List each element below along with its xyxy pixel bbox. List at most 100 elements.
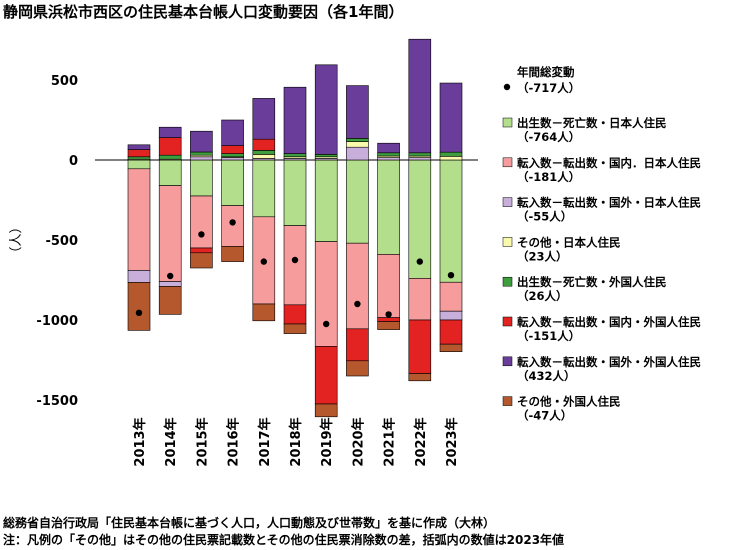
y-tick-label: -1000: [36, 314, 78, 329]
bar-segment-1-2017年: [252, 159, 276, 218]
y-tick-label: 0: [69, 154, 78, 169]
bar-segment-2-2013年: [127, 168, 151, 271]
total-marker-2013年: [135, 309, 143, 316]
x-tick-label: 2019年: [319, 417, 335, 466]
legend-swatch-1: [502, 117, 513, 128]
legend-label-4: その他・日本人住民: [517, 235, 621, 249]
bar-segment-6-2020年: [346, 328, 369, 362]
bar-segment-6-2019年: [314, 346, 338, 405]
bar-segment-8-2016年: [221, 246, 244, 262]
bar-segment-3-2023年: [439, 310, 463, 321]
bar-segment-2-2014年: [158, 185, 182, 282]
bar-segment-8-2023年: [439, 343, 463, 352]
bar-segment-4-2023年: [439, 156, 463, 161]
bar-segment-6-2015年: [190, 247, 213, 254]
legend-note-5: （26人）: [517, 289, 568, 303]
bar-segment-6-2022年: [408, 319, 432, 374]
bar-segment-4-2017年: [252, 154, 276, 159]
bar-segment-5-2023年: [439, 151, 463, 157]
x-tick-label: 2018年: [288, 417, 304, 466]
bar-segment-8-2019年: [314, 403, 338, 418]
legend-swatch-4: [502, 237, 513, 247]
legend-label-3: 転入数－転出数・国外・日本人住民: [517, 196, 701, 210]
x-tick-label: 2016年: [226, 417, 242, 466]
bar-segment-6-2014年: [158, 137, 182, 156]
x-tick-label: 2017年: [257, 417, 273, 466]
bar-segment-6-2016年: [221, 145, 244, 154]
bar-segment-7-2014年: [158, 126, 182, 138]
total-marker-2015年: [198, 231, 205, 238]
bar-segment-2-2022年: [408, 278, 432, 321]
legend-note-2: （-181人）: [517, 170, 580, 184]
bar-segment-3-2015年: [190, 156, 213, 161]
x-tick-label: 2020年: [350, 417, 366, 466]
bar-segment-1-2015年: [190, 159, 213, 197]
bar-segment-7-2021年: [377, 142, 400, 154]
x-tick-label: 2023年: [444, 417, 460, 466]
bar-segment-7-2016年: [221, 119, 244, 146]
bar-segment-5-2019年: [314, 154, 338, 158]
y-axis-ticks: -1500 -1000 -500 0 500: [36, 74, 78, 409]
bar-segment-7-2023年: [439, 82, 463, 153]
legend-note-8: （-47人）: [517, 409, 572, 423]
bar-segment-1-2014年: [158, 159, 182, 186]
bar-segment-6-2023年: [439, 319, 463, 345]
bar-segment-3-2014年: [158, 281, 182, 287]
y-tick-label: -1500: [36, 394, 78, 409]
bar-segment-6-2018年: [283, 304, 307, 325]
bar-segment-1-2016年: [221, 159, 244, 206]
bar-segment-7-2018年: [283, 86, 307, 154]
bar-segment-1-2019年: [314, 159, 338, 242]
bar-segment-8-2021年: [377, 321, 400, 330]
bar-segment-5-2018年: [283, 153, 307, 158]
legend-label-1: 出生数－死亡数・日本人住民: [517, 116, 667, 130]
bar-segment-1-2020年: [346, 159, 369, 244]
legend-note-6: （-151人）: [517, 329, 580, 343]
bar-segment-5-2016年: [221, 153, 244, 158]
y-tick-label: -500: [45, 234, 78, 249]
plot-area: [95, 38, 478, 418]
bar-segment-2-2018年: [283, 225, 307, 306]
legend-label-7: 転入数－転出数・国外・外国人住民: [517, 355, 701, 369]
bar-segment-5-2015年: [190, 151, 213, 156]
x-axis-ticks: 2013年 2014年 2015年 2016年 2017年 2018年 2019年 2020年…: [132, 417, 460, 466]
legend-swatch-8: [502, 396, 513, 406]
legend-marker-total: [503, 83, 511, 91]
bar-segment-6-2017年: [252, 138, 276, 151]
legend-note-3: （-55人）: [517, 210, 572, 224]
bar-segment-6-2021年: [377, 317, 400, 322]
legend-note-4: （23人）: [517, 249, 568, 263]
bar-segment-5-2022年: [408, 152, 432, 157]
legend-label-2: 転入数－転出数・国内．日本人住民: [517, 156, 701, 170]
bar-segment-5-2014年: [158, 154, 182, 160]
bar-segment-5-2021年: [377, 152, 400, 157]
y-tick-label: 500: [51, 74, 78, 89]
bar-segment-2-2020年: [346, 242, 369, 330]
total-marker-2020年: [354, 300, 361, 308]
bar-segment-3-2013年: [127, 270, 151, 283]
bar-segment-1-2018年: [283, 159, 307, 226]
bar-segment-6-2013年: [127, 149, 151, 158]
bar-segment-2-2019年: [314, 241, 338, 347]
x-tick-label: 2013年: [132, 417, 148, 466]
bar-segment-7-2019年: [314, 64, 338, 155]
bar-segment-8-2014年: [158, 286, 182, 315]
source-note: 総務省自治行政局「住民基本台帳に基づく人口，人口動態及び世帯数」を基に作成（大林…: [3, 515, 495, 530]
x-tick-label: 2021年: [382, 417, 398, 466]
chart-title: 静岡県浜松市西区の住民基本台帳人口変動要因（各1年間）: [3, 3, 403, 21]
x-tick-label: 2014年: [163, 417, 179, 466]
legend: 年間総変動 （-717人） 出生数－死亡数・日本人住民（-764人） 転入数－転出数・…: [502, 65, 701, 423]
total-marker-2017年: [260, 258, 267, 265]
bar-segment-8-2017年: [252, 303, 276, 322]
bar-segment-8-2013年: [127, 282, 151, 331]
total-marker-2019年: [323, 320, 330, 328]
legend-note-1: （-764人）: [517, 130, 580, 144]
bar-segment-7-2017年: [252, 98, 276, 140]
legend-swatch-2: [502, 157, 513, 168]
bar-segment-5-2020年: [346, 138, 369, 142]
bar-segment-2-2015年: [190, 195, 213, 249]
total-marker-2016年: [229, 219, 236, 226]
x-tick-label: 2015年: [194, 417, 210, 466]
bar-segment-4-2020年: [346, 141, 369, 148]
